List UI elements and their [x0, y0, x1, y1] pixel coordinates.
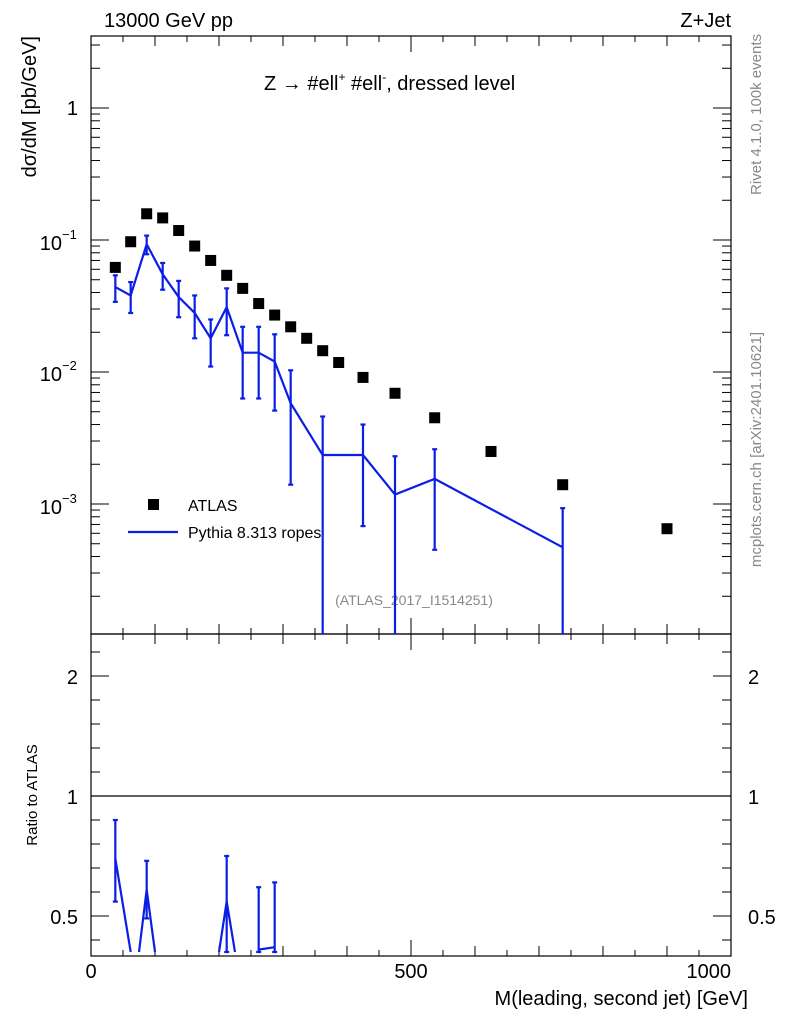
- ratio-panel-frame: [90, 633, 732, 957]
- header-beam-label: 13000 GeV pp: [104, 10, 233, 32]
- atlas-data-point: [285, 321, 297, 333]
- atlas-data-point: [317, 345, 329, 357]
- atlas-data-point: [333, 357, 345, 369]
- atlas-data-point: [205, 254, 217, 266]
- main-title-mid: #ell: [345, 73, 382, 95]
- atlas-data-point: [189, 240, 201, 252]
- atlas-data-point: [173, 225, 185, 237]
- atlas-data-point: [253, 298, 265, 310]
- atlas-data-point: [557, 479, 569, 491]
- ytick-label-1e-2-base: 10: [40, 364, 62, 386]
- ratio-ytick-label-0-5-right: 0.5: [748, 907, 776, 929]
- xtick-label-1000: 1000: [687, 961, 732, 983]
- ratio-ytick-label-1-right: 1: [748, 787, 759, 809]
- ytick-label-1e-1-base: 10: [40, 233, 62, 255]
- ytick-label-1e-1-exp: −1: [62, 227, 77, 242]
- atlas-data-point: [301, 332, 313, 344]
- atlas-data-point: [485, 445, 497, 457]
- main-title-sup-plus: +: [338, 70, 345, 84]
- atlas-data-point: [221, 269, 233, 281]
- atlas-data-point: [125, 236, 137, 248]
- ratio-ytick-label-0-5: 0.5: [50, 907, 78, 929]
- atlas-data-point: [237, 282, 249, 294]
- ytick-label-1e-3-base: 10: [40, 497, 62, 519]
- legend-pythia-label: Pythia 8.313 ropes: [188, 525, 321, 542]
- x-axis-label: M(leading, second jet) [GeV]: [495, 988, 748, 1010]
- xtick-label-0: 0: [85, 961, 96, 983]
- ytick-label-1e-1: 10 −1: [40, 227, 77, 255]
- analysis-id-label: (ATLAS_2017_I1514251): [335, 592, 493, 608]
- legend: ATLAS Pythia 8.313 ropes: [128, 498, 321, 542]
- main-title-prefix: Z → #ell: [264, 73, 338, 95]
- main-title: Z → #ell+ #ell-, dressed level: [264, 70, 515, 95]
- atlas-data-point: [157, 212, 169, 224]
- main-data-layer: [109, 208, 673, 634]
- main-axis-ticks: [90, 36, 732, 634]
- mcplots-label: mcplots.cern.ch [arXiv:2401.10621]: [748, 332, 765, 567]
- ytick-label-1e-2: 10 −2: [40, 358, 77, 386]
- ratio-curve-segment: [114, 858, 132, 953]
- main-title-suffix: , dressed level: [386, 73, 515, 95]
- header-process-label: Z+Jet: [680, 10, 731, 32]
- legend-atlas-label: ATLAS: [188, 498, 238, 515]
- atlas-data-point: [661, 523, 673, 535]
- ratio-y-axis-label: Ratio to ATLAS: [24, 744, 41, 845]
- ytick-label-1: 1: [67, 98, 78, 120]
- pythia-curve: [114, 241, 564, 549]
- rivet-version-label: Rivet 4.1.0, 100k events: [748, 34, 765, 195]
- atlas-data-point: [269, 309, 281, 321]
- main-y-axis-label: dσ/dM [pb/GeV]: [19, 36, 41, 177]
- ratio-curve-segment: [258, 946, 275, 951]
- atlas-data-point: [141, 208, 153, 220]
- atlas-data-point: [429, 412, 441, 424]
- ratio-axis-ticks: [90, 634, 732, 956]
- ytick-label-1e-3-exp: −3: [62, 491, 77, 506]
- legend-atlas-marker: [148, 499, 159, 510]
- ratio-ytick-label-1: 1: [67, 787, 78, 809]
- atlas-data-point: [109, 261, 121, 273]
- xtick-label-500: 500: [394, 961, 427, 983]
- ratio-ytick-label-2: 2: [67, 667, 78, 689]
- ytick-label-1e-2-exp: −2: [62, 358, 77, 373]
- main-title-sup-minus: -: [382, 70, 386, 84]
- ratio-ytick-label-2-right: 2: [748, 667, 759, 689]
- main-panel-frame: [90, 35, 732, 635]
- ratio-data-layer: [112, 818, 278, 954]
- atlas-data-point: [357, 371, 369, 383]
- atlas-data-point: [389, 387, 401, 399]
- ytick-label-1e-3: 10 −3: [40, 491, 77, 519]
